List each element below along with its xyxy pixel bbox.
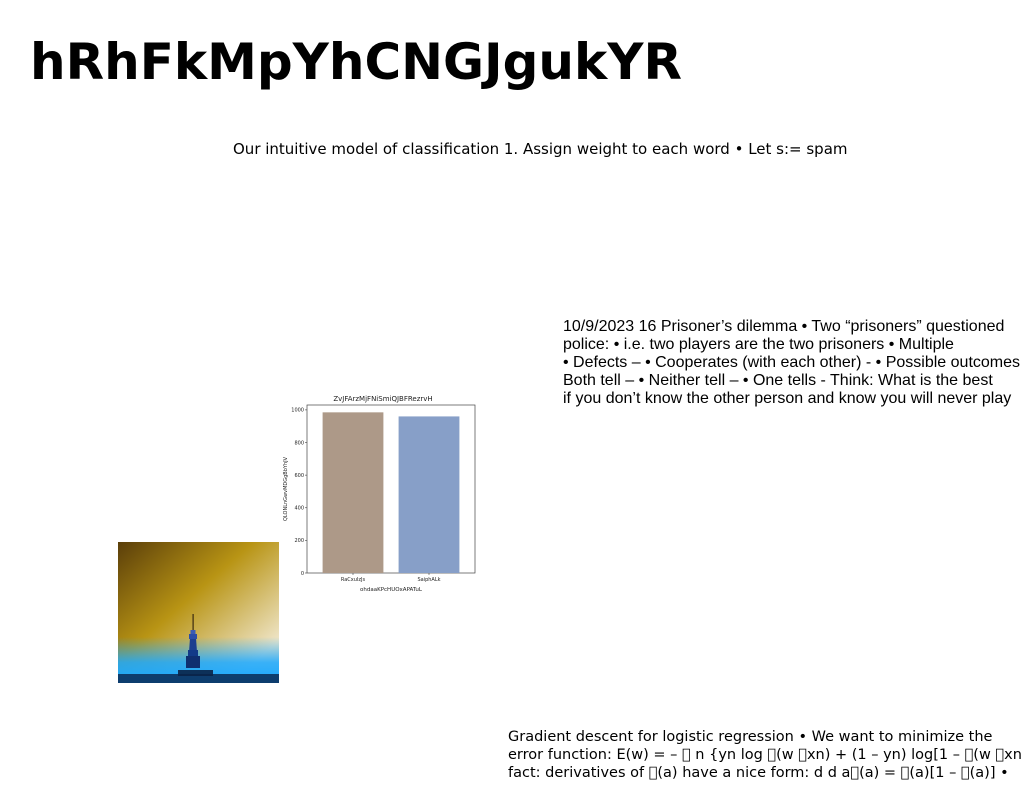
text-line: Both tell – • Neither tell – • One tells… <box>563 372 993 389</box>
y-tick-label: 0 <box>301 571 304 577</box>
y-tick-label: 600 <box>294 473 304 479</box>
page-title: hRhFkMpYhCNGJgukYR <box>30 33 682 91</box>
city-buildings <box>178 670 213 676</box>
city-skyline <box>118 674 279 683</box>
text-line: 10/9/2023 16 Prisoner’s dilemma • Two “p… <box>563 318 1005 335</box>
tower-photo <box>118 542 279 683</box>
x-axis: RaCxuIzJs SaiphALk <box>341 573 441 583</box>
y-tick-label: 800 <box>294 440 304 446</box>
chart-title: ZvJFArzMjFNiSmiQJBFRezrvH <box>333 395 432 403</box>
bar-SaiphALk <box>398 416 460 573</box>
text-line: error function: E(w) = – ￿ n {yn log ￿(w… <box>508 747 1023 763</box>
slide-subtitle: Our intuitive model of classification 1.… <box>233 140 848 158</box>
x-tick-label: SaiphALk <box>417 577 440 583</box>
text-line: • Defects – • Cooperates (with each othe… <box>563 354 1021 371</box>
bar-RaCxuIzJs <box>322 412 384 573</box>
text-line: if you don’t know the other person and k… <box>563 390 1012 407</box>
text-line: police: • i.e. two players are the two p… <box>563 336 954 353</box>
chart-y-axis-label: QLONLnGwvMDGgBbYhJV <box>283 456 289 521</box>
y-tick-label: 200 <box>294 538 304 544</box>
tower-photo-svg <box>118 542 279 683</box>
bar-chart: ZvJFArzMjFNiSmiQJBFRezrvH 0 200 400 600 800 1… <box>280 390 480 598</box>
gradient-descent-text: Gradient descent for logistic regression… <box>508 728 1023 782</box>
tower-silhouette <box>186 614 200 668</box>
y-tick-label: 1000 <box>291 408 304 414</box>
y-tick-label: 400 <box>294 506 304 512</box>
chart-plot-frame <box>306 404 476 574</box>
chart-x-axis-label: ohdaaKPcHUOxAPATuL <box>360 587 423 593</box>
x-tick-label: RaCxuIzJs <box>341 577 366 583</box>
text-line: fact: derivatives of ￿(a) have a nice fo… <box>508 765 1009 781</box>
bar-chart-svg: ZvJFArzMjFNiSmiQJBFRezrvH 0 200 400 600 800 1… <box>283 395 476 593</box>
text-line: Gradient descent for logistic regression… <box>508 729 993 745</box>
bars-group <box>322 412 460 573</box>
y-axis: 0 200 400 600 800 1000 <box>291 408 307 577</box>
prisoners-dilemma-text: 10/9/2023 16 Prisoner’s dilemma • Two “p… <box>563 318 1023 408</box>
